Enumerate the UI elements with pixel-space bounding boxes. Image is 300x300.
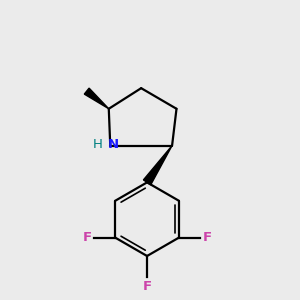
Text: F: F xyxy=(142,280,152,293)
Polygon shape xyxy=(84,88,109,109)
Text: H: H xyxy=(93,138,103,151)
Text: F: F xyxy=(202,231,211,244)
Polygon shape xyxy=(143,146,172,185)
Text: N: N xyxy=(107,138,118,151)
Text: F: F xyxy=(82,231,91,244)
